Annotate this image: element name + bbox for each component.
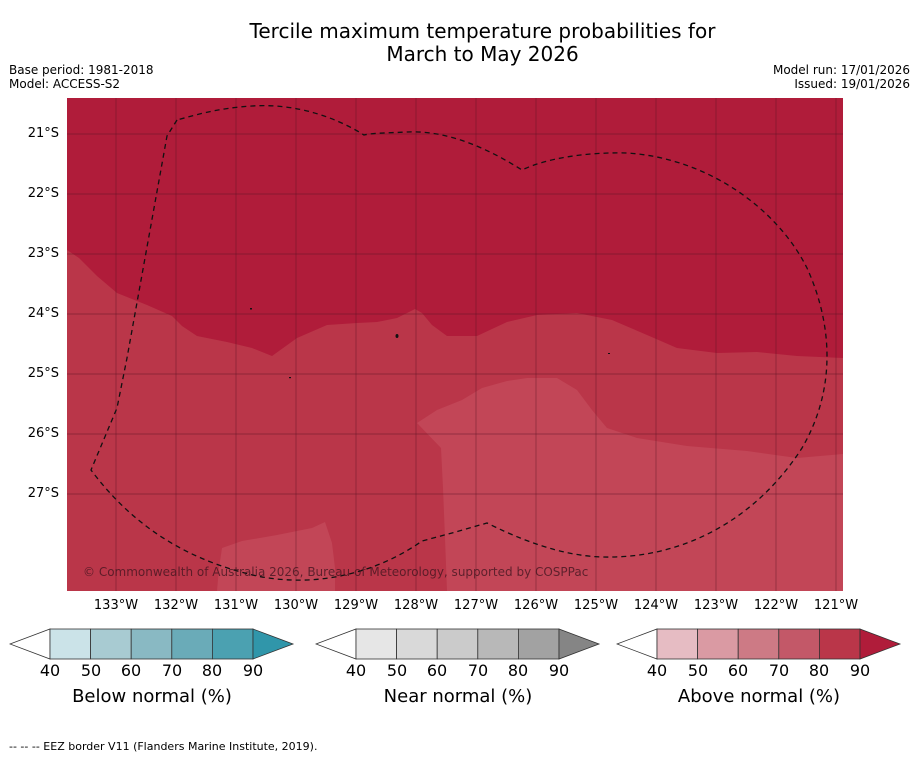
colorbar-segment — [436, 628, 479, 660]
colorbar-segment — [396, 628, 438, 660]
lon-label: 133°W — [93, 598, 139, 613]
lat-label: 25°S — [27, 366, 59, 381]
lon-label: 122°W — [753, 598, 799, 613]
tick-label: 80 — [808, 661, 830, 680]
colorbar-segment — [818, 628, 861, 660]
lon-label: 124°W — [633, 598, 679, 613]
colorbar-segment — [656, 628, 698, 660]
tick-label: 60 — [426, 661, 448, 680]
lon-label: 123°W — [693, 598, 739, 613]
tick-label: 40 — [345, 661, 367, 680]
lon-label: 132°W — [153, 598, 199, 613]
colorbar-extend-high — [558, 628, 601, 660]
colorbar-above-svg — [615, 628, 902, 660]
islands — [250, 308, 610, 379]
meta-left: Base period: 1981-2018 Model: ACCESS-S2 — [9, 63, 154, 91]
probability-map: © Commonwealth of Australia 2026, Bureau… — [67, 98, 843, 591]
copyright-notice: © Commonwealth of Australia 2026, Bureau… — [83, 565, 589, 579]
title-line-2: March to May 2026 — [386, 42, 579, 66]
colorbar-segment — [477, 628, 519, 660]
colorbar-near-label: Near normal (%) — [383, 686, 533, 707]
colorbar-extend-low — [8, 628, 51, 660]
tick-label: 40 — [646, 661, 668, 680]
lat-label: 22°S — [27, 186, 59, 201]
colorbar-above-label: Above normal (%) — [677, 686, 841, 707]
tick-label: 90 — [849, 661, 871, 680]
tick-label: 80 — [507, 661, 529, 680]
lat-label: 21°S — [27, 126, 59, 141]
lon-label: 131°W — [213, 598, 259, 613]
colorbar-extend-high — [859, 628, 902, 660]
lat-label: 27°S — [27, 486, 59, 501]
colorbar-extend-low — [615, 628, 658, 660]
colorbar-segment — [737, 628, 780, 660]
title-line-1: Tercile maximum temperature probabilitie… — [249, 19, 716, 43]
colorbar-below-label: Below normal (%) — [72, 686, 232, 707]
colorbar-near-normal — [314, 628, 601, 664]
colorbar-segment — [171, 628, 213, 660]
map-title: Tercile maximum temperature probabilitie… — [0, 20, 919, 66]
colorbar-segment — [697, 628, 739, 660]
map-canvas — [67, 98, 843, 591]
tick-label: 70 — [161, 661, 183, 680]
colorbar-segment — [211, 628, 254, 660]
colorbar-near-svg — [314, 628, 601, 660]
colorbar-extend-low — [314, 628, 357, 660]
lat-label: 23°S — [27, 246, 59, 261]
colorbar-extend-high — [252, 628, 295, 660]
colorbar-above-normal — [615, 628, 902, 664]
lon-label: 121°W — [813, 598, 859, 613]
lon-label: 129°W — [333, 598, 379, 613]
tick-label: 60 — [120, 661, 142, 680]
colorbar-below-normal — [8, 628, 295, 664]
issued-date: Issued: 19/01/2026 — [794, 77, 910, 91]
colorbar-segment — [130, 628, 173, 660]
colorbar-segment — [778, 628, 820, 660]
lat-label: 24°S — [27, 306, 59, 321]
colorbar-below-svg — [8, 628, 295, 660]
lon-label: 126°W — [513, 598, 559, 613]
graticule — [67, 98, 843, 591]
tick-label: 80 — [201, 661, 223, 680]
model-name: Model: ACCESS-S2 — [9, 77, 121, 91]
colorbar-segment — [355, 628, 397, 660]
base-period: Base period: 1981-2018 — [9, 63, 154, 77]
tick-label: 50 — [386, 661, 408, 680]
lon-label: 128°W — [393, 598, 439, 613]
tick-label: 50 — [687, 661, 709, 680]
colorbar-segment — [49, 628, 91, 660]
lon-label: 125°W — [573, 598, 619, 613]
eez-border — [90, 104, 828, 581]
model-run: Model run: 17/01/2026 — [772, 63, 910, 77]
tick-label: 50 — [80, 661, 102, 680]
tick-label: 90 — [548, 661, 570, 680]
tick-label: 70 — [768, 661, 790, 680]
colorbar-segment — [517, 628, 560, 660]
tick-label: 60 — [727, 661, 749, 680]
colorbar-segment — [90, 628, 132, 660]
meta-right: Model run: 17/01/2026 Issued: 19/01/2026 — [773, 63, 910, 91]
tick-label: 40 — [39, 661, 61, 680]
band-60-70 — [417, 378, 843, 591]
lon-label: 127°W — [453, 598, 499, 613]
tick-label: 70 — [467, 661, 489, 680]
lon-label: 130°W — [273, 598, 319, 613]
eez-footnote: -- -- -- EEZ border V11 (Flanders Marine… — [9, 740, 318, 753]
lat-label: 26°S — [27, 426, 59, 441]
tick-label: 90 — [242, 661, 264, 680]
